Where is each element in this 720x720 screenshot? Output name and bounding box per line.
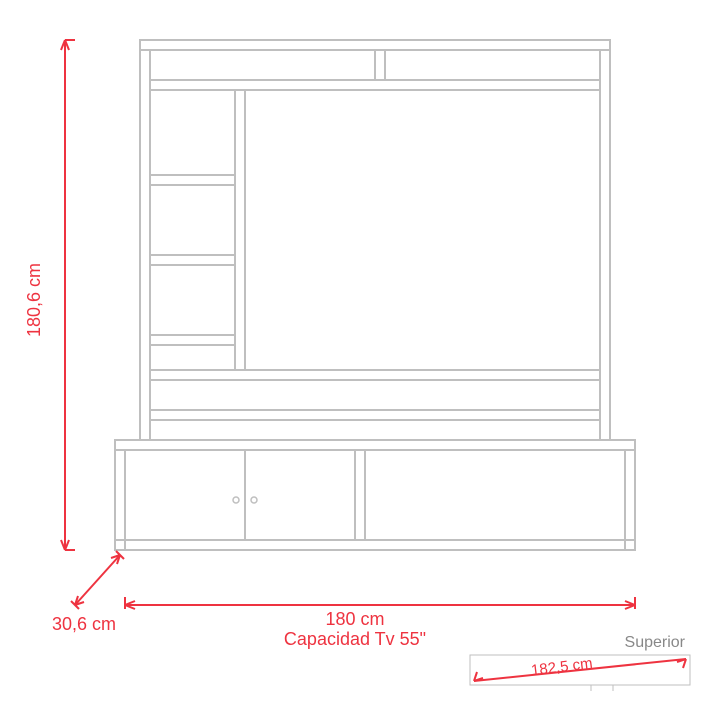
superior-view: Superior182,5 cm bbox=[470, 634, 690, 691]
furniture-drawing bbox=[115, 40, 635, 550]
dim-depth-label: 30,6 cm bbox=[52, 614, 116, 634]
superior-title: Superior bbox=[625, 634, 686, 651]
dim-width-sublabel: Capacidad Tv 55" bbox=[284, 629, 426, 649]
dim-height-label: 180,6 cm bbox=[24, 263, 44, 337]
dim-width-label: 180 cm bbox=[325, 609, 384, 629]
